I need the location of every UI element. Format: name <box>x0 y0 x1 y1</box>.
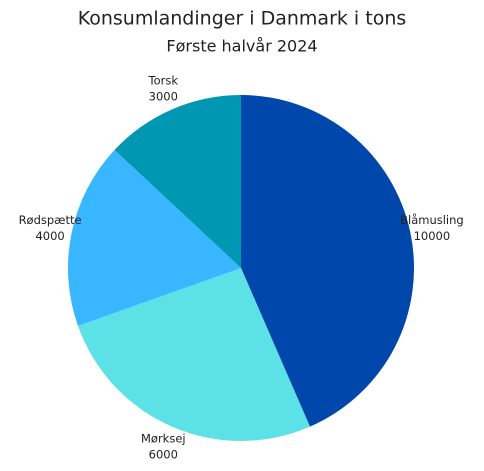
pie-slice <box>77 268 310 441</box>
slice-value: 3000 <box>149 90 178 104</box>
pie-slice <box>241 95 414 427</box>
slice-label: Torsk <box>148 74 179 88</box>
chart-title: Konsumlandinger i Danmark i tons <box>78 8 407 30</box>
chart-subtitle: Første halvår 2024 <box>166 37 317 56</box>
slice-value: 4000 <box>35 229 64 243</box>
slice-label: Mørksej <box>141 431 186 445</box>
slice-label: Rødspætte <box>19 213 82 227</box>
pie-slice <box>67 149 241 326</box>
slice-value: 6000 <box>149 447 178 461</box>
pie-slice <box>114 95 241 268</box>
slice-label: Blåmusling <box>400 213 464 227</box>
slice-value: 10000 <box>414 229 451 243</box>
